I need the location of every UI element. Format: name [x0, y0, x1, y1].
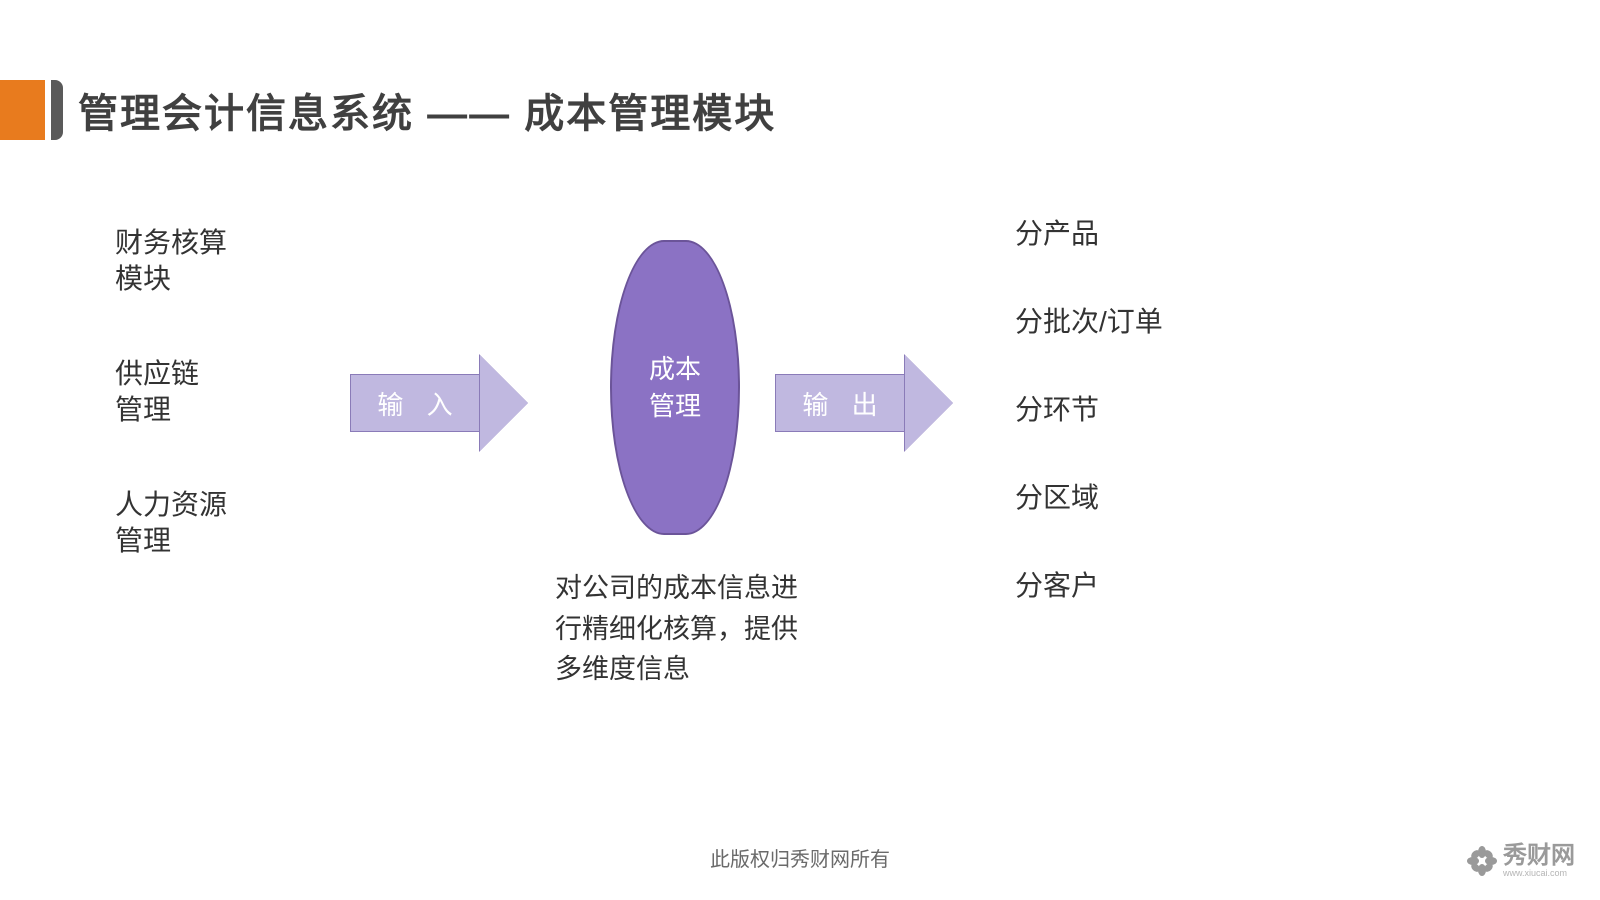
logo-url: www.xiucai.com [1503, 868, 1575, 878]
output-item: 分产品 [1015, 212, 1163, 252]
brand-logo: 秀财网 www.xiucai.com [1467, 844, 1575, 878]
arrow-label: 输 入 [350, 374, 480, 432]
output-item: 分客户 [1015, 564, 1163, 604]
arrow-label: 输 出 [775, 374, 905, 432]
flower-icon [1467, 846, 1497, 876]
input-list: 财务核算模块 供应链管理 人力资源管理 [115, 225, 227, 559]
arrow-head-icon [480, 355, 528, 451]
input-item: 供应链管理 [115, 356, 227, 429]
output-list: 分产品 分批次/订单 分环节 分区域 分客户 [1015, 212, 1163, 604]
logo-name: 秀财网 [1503, 844, 1575, 868]
center-description: 对公司的成本信息进行精细化核算，提供多维度信息 [555, 568, 805, 690]
input-item: 财务核算模块 [115, 225, 227, 298]
footer-copyright: 此版权归秀财网所有 [710, 843, 890, 872]
output-arrow: 输 出 [775, 355, 953, 451]
center-node: 成本管理 [610, 240, 740, 535]
arrow-head-icon [905, 355, 953, 451]
logo-text-block: 秀财网 www.xiucai.com [1503, 844, 1575, 878]
output-item: 分区域 [1015, 476, 1163, 516]
output-item: 分批次/订单 [1015, 300, 1163, 340]
input-item: 人力资源管理 [115, 487, 227, 560]
accent-block [0, 80, 45, 140]
output-item: 分环节 [1015, 388, 1163, 428]
center-node-label: 成本管理 [649, 351, 701, 424]
page-title: 管理会计信息系统 —— 成本管理模块 [78, 81, 776, 139]
input-arrow: 输 入 [350, 355, 528, 451]
title-bar: 管理会计信息系统 —— 成本管理模块 [0, 80, 776, 140]
